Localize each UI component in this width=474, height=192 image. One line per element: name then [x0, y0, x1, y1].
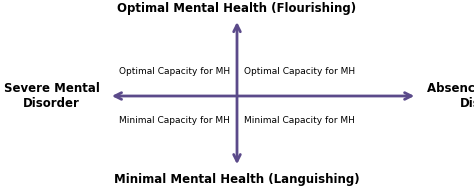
- Text: Optimal Mental Health (Flourishing): Optimal Mental Health (Flourishing): [118, 2, 356, 15]
- Text: Absence of Mental
Disorder: Absence of Mental Disorder: [427, 82, 474, 110]
- Text: Optimal Capacity for MH: Optimal Capacity for MH: [244, 67, 355, 75]
- Text: Minimal Mental Health (Languishing): Minimal Mental Health (Languishing): [114, 173, 360, 186]
- Text: Minimal Capacity for MH: Minimal Capacity for MH: [119, 117, 230, 125]
- Text: Minimal Capacity for MH: Minimal Capacity for MH: [244, 117, 355, 125]
- Text: Optimal Capacity for MH: Optimal Capacity for MH: [119, 67, 230, 75]
- Text: Severe Mental
Disorder: Severe Mental Disorder: [4, 82, 100, 110]
